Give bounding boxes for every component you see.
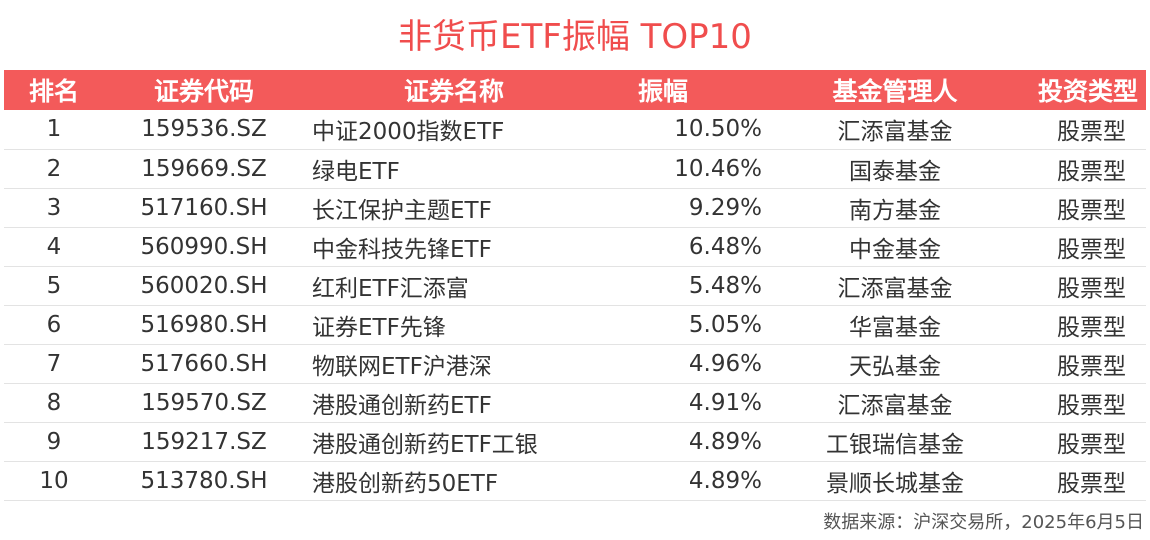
cell-amplitude: 4.89%	[688, 467, 762, 494]
etf-amplitude-table: 排名 证券代码 证券名称 振幅 基金管理人 投资类型 1 159536.SZ 中…	[4, 70, 1146, 501]
cell-code: 513780.SH	[140, 467, 268, 494]
cell-type: 股票型	[1057, 236, 1126, 263]
cell-manager: 汇添富基金	[837, 119, 953, 146]
cell-amplitude: 5.48%	[688, 272, 762, 299]
cell-rank: 10	[39, 467, 69, 494]
cell-amplitude: 9.29%	[688, 194, 762, 221]
cell-type: 股票型	[1057, 431, 1126, 458]
table-row: 2 159669.SZ 绿电ETF 10.46% 国泰基金 股票型	[4, 149, 1146, 188]
cell-manager: 华富基金	[849, 314, 941, 341]
cell-amplitude: 4.89%	[688, 428, 762, 455]
header-code: 证券代码	[153, 77, 254, 106]
cell-name: 港股通创新药ETF	[312, 392, 492, 419]
cell-code: 560020.SH	[140, 272, 268, 299]
cell-name: 红利ETF汇添富	[312, 275, 469, 302]
cell-code: 159217.SZ	[141, 428, 267, 455]
cell-code: 159570.SZ	[141, 389, 267, 416]
cell-rank: 4	[46, 233, 62, 260]
cell-rank: 8	[46, 389, 62, 416]
cell-amplitude: 4.91%	[688, 389, 762, 416]
cell-name: 物联网ETF沪港深	[312, 353, 492, 380]
cell-name: 绿电ETF	[312, 158, 400, 185]
cell-type: 股票型	[1057, 275, 1126, 302]
header-type: 投资类型	[1037, 77, 1138, 106]
cell-manager: 汇添富基金	[837, 275, 953, 302]
table-row: 6 516980.SH 证券ETF先锋 5.05% 华富基金 股票型	[4, 305, 1146, 344]
cell-type: 股票型	[1057, 119, 1126, 146]
cell-rank: 3	[46, 194, 62, 221]
cell-amplitude: 10.46%	[674, 155, 762, 182]
cell-code: 516980.SH	[140, 311, 268, 338]
cell-manager: 中金基金	[849, 236, 941, 263]
cell-rank: 7	[46, 350, 62, 377]
table-row: 5 560020.SH 红利ETF汇添富 5.48% 汇添富基金 股票型	[4, 266, 1146, 305]
header-manager: 基金管理人	[832, 77, 958, 106]
table-row: 9 159217.SZ 港股通创新药ETF工银 4.89% 工银瑞信基金 股票型	[4, 422, 1146, 461]
cell-code: 159669.SZ	[141, 155, 267, 182]
page-title: 非货币ETF振幅 TOP10	[398, 17, 752, 57]
cell-type: 股票型	[1057, 392, 1126, 419]
cell-type: 股票型	[1057, 314, 1126, 341]
cell-name: 中证2000指数ETF	[312, 119, 505, 146]
cell-amplitude: 5.05%	[688, 311, 762, 338]
table-row: 3 517160.SH 长江保护主题ETF 9.29% 南方基金 股票型	[4, 188, 1146, 227]
cell-amplitude: 10.50%	[674, 116, 762, 143]
header-rank: 排名	[28, 77, 79, 106]
cell-rank: 6	[46, 311, 62, 338]
cell-rank: 9	[46, 428, 62, 455]
cell-code: 517160.SH	[140, 194, 268, 221]
table-row: 8 159570.SZ 港股通创新药ETF 4.91% 汇添富基金 股票型	[4, 383, 1146, 422]
cell-rank: 5	[46, 272, 62, 299]
cell-manager: 汇添富基金	[837, 392, 953, 419]
table-row: 1 159536.SZ 中证2000指数ETF 10.50% 汇添富基金 股票型	[4, 110, 1146, 149]
cell-name: 证券ETF先锋	[312, 314, 446, 341]
cell-name: 中金科技先锋ETF	[312, 236, 492, 263]
table-header-row: 排名 证券代码 证券名称 振幅 基金管理人 投资类型	[4, 70, 1146, 110]
cell-manager: 天弘基金	[849, 353, 941, 380]
cell-manager: 国泰基金	[849, 158, 941, 185]
cell-manager: 工银瑞信基金	[826, 431, 964, 458]
cell-rank: 1	[46, 116, 62, 143]
table-row: 4 560990.SH 中金科技先锋ETF 6.48% 中金基金 股票型	[4, 227, 1146, 266]
data-source-note: 数据来源：沪深交易所，2025年6月5日	[823, 512, 1144, 533]
cell-type: 股票型	[1057, 470, 1126, 497]
cell-name: 长江保护主题ETF	[312, 197, 492, 224]
cell-code: 560990.SH	[140, 233, 268, 260]
cell-code: 159536.SZ	[141, 116, 267, 143]
cell-amplitude: 4.96%	[688, 350, 762, 377]
header-name: 证券名称	[403, 77, 504, 106]
cell-type: 股票型	[1057, 197, 1126, 224]
cell-rank: 2	[46, 155, 62, 182]
cell-amplitude: 6.48%	[688, 233, 762, 260]
cell-name: 港股创新药50ETF	[312, 470, 499, 497]
cell-code: 517660.SH	[140, 350, 268, 377]
header-amplitude: 振幅	[638, 77, 689, 106]
table-row: 7 517660.SH 物联网ETF沪港深 4.96% 天弘基金 股票型	[4, 344, 1146, 383]
table-row: 10 513780.SH 港股创新药50ETF 4.89% 景顺长城基金 股票型	[4, 461, 1146, 500]
cell-type: 股票型	[1057, 158, 1126, 185]
cell-manager: 景顺长城基金	[826, 470, 964, 497]
cell-manager: 南方基金	[849, 197, 941, 224]
cell-type: 股票型	[1057, 353, 1126, 380]
cell-name: 港股通创新药ETF工银	[312, 431, 538, 458]
